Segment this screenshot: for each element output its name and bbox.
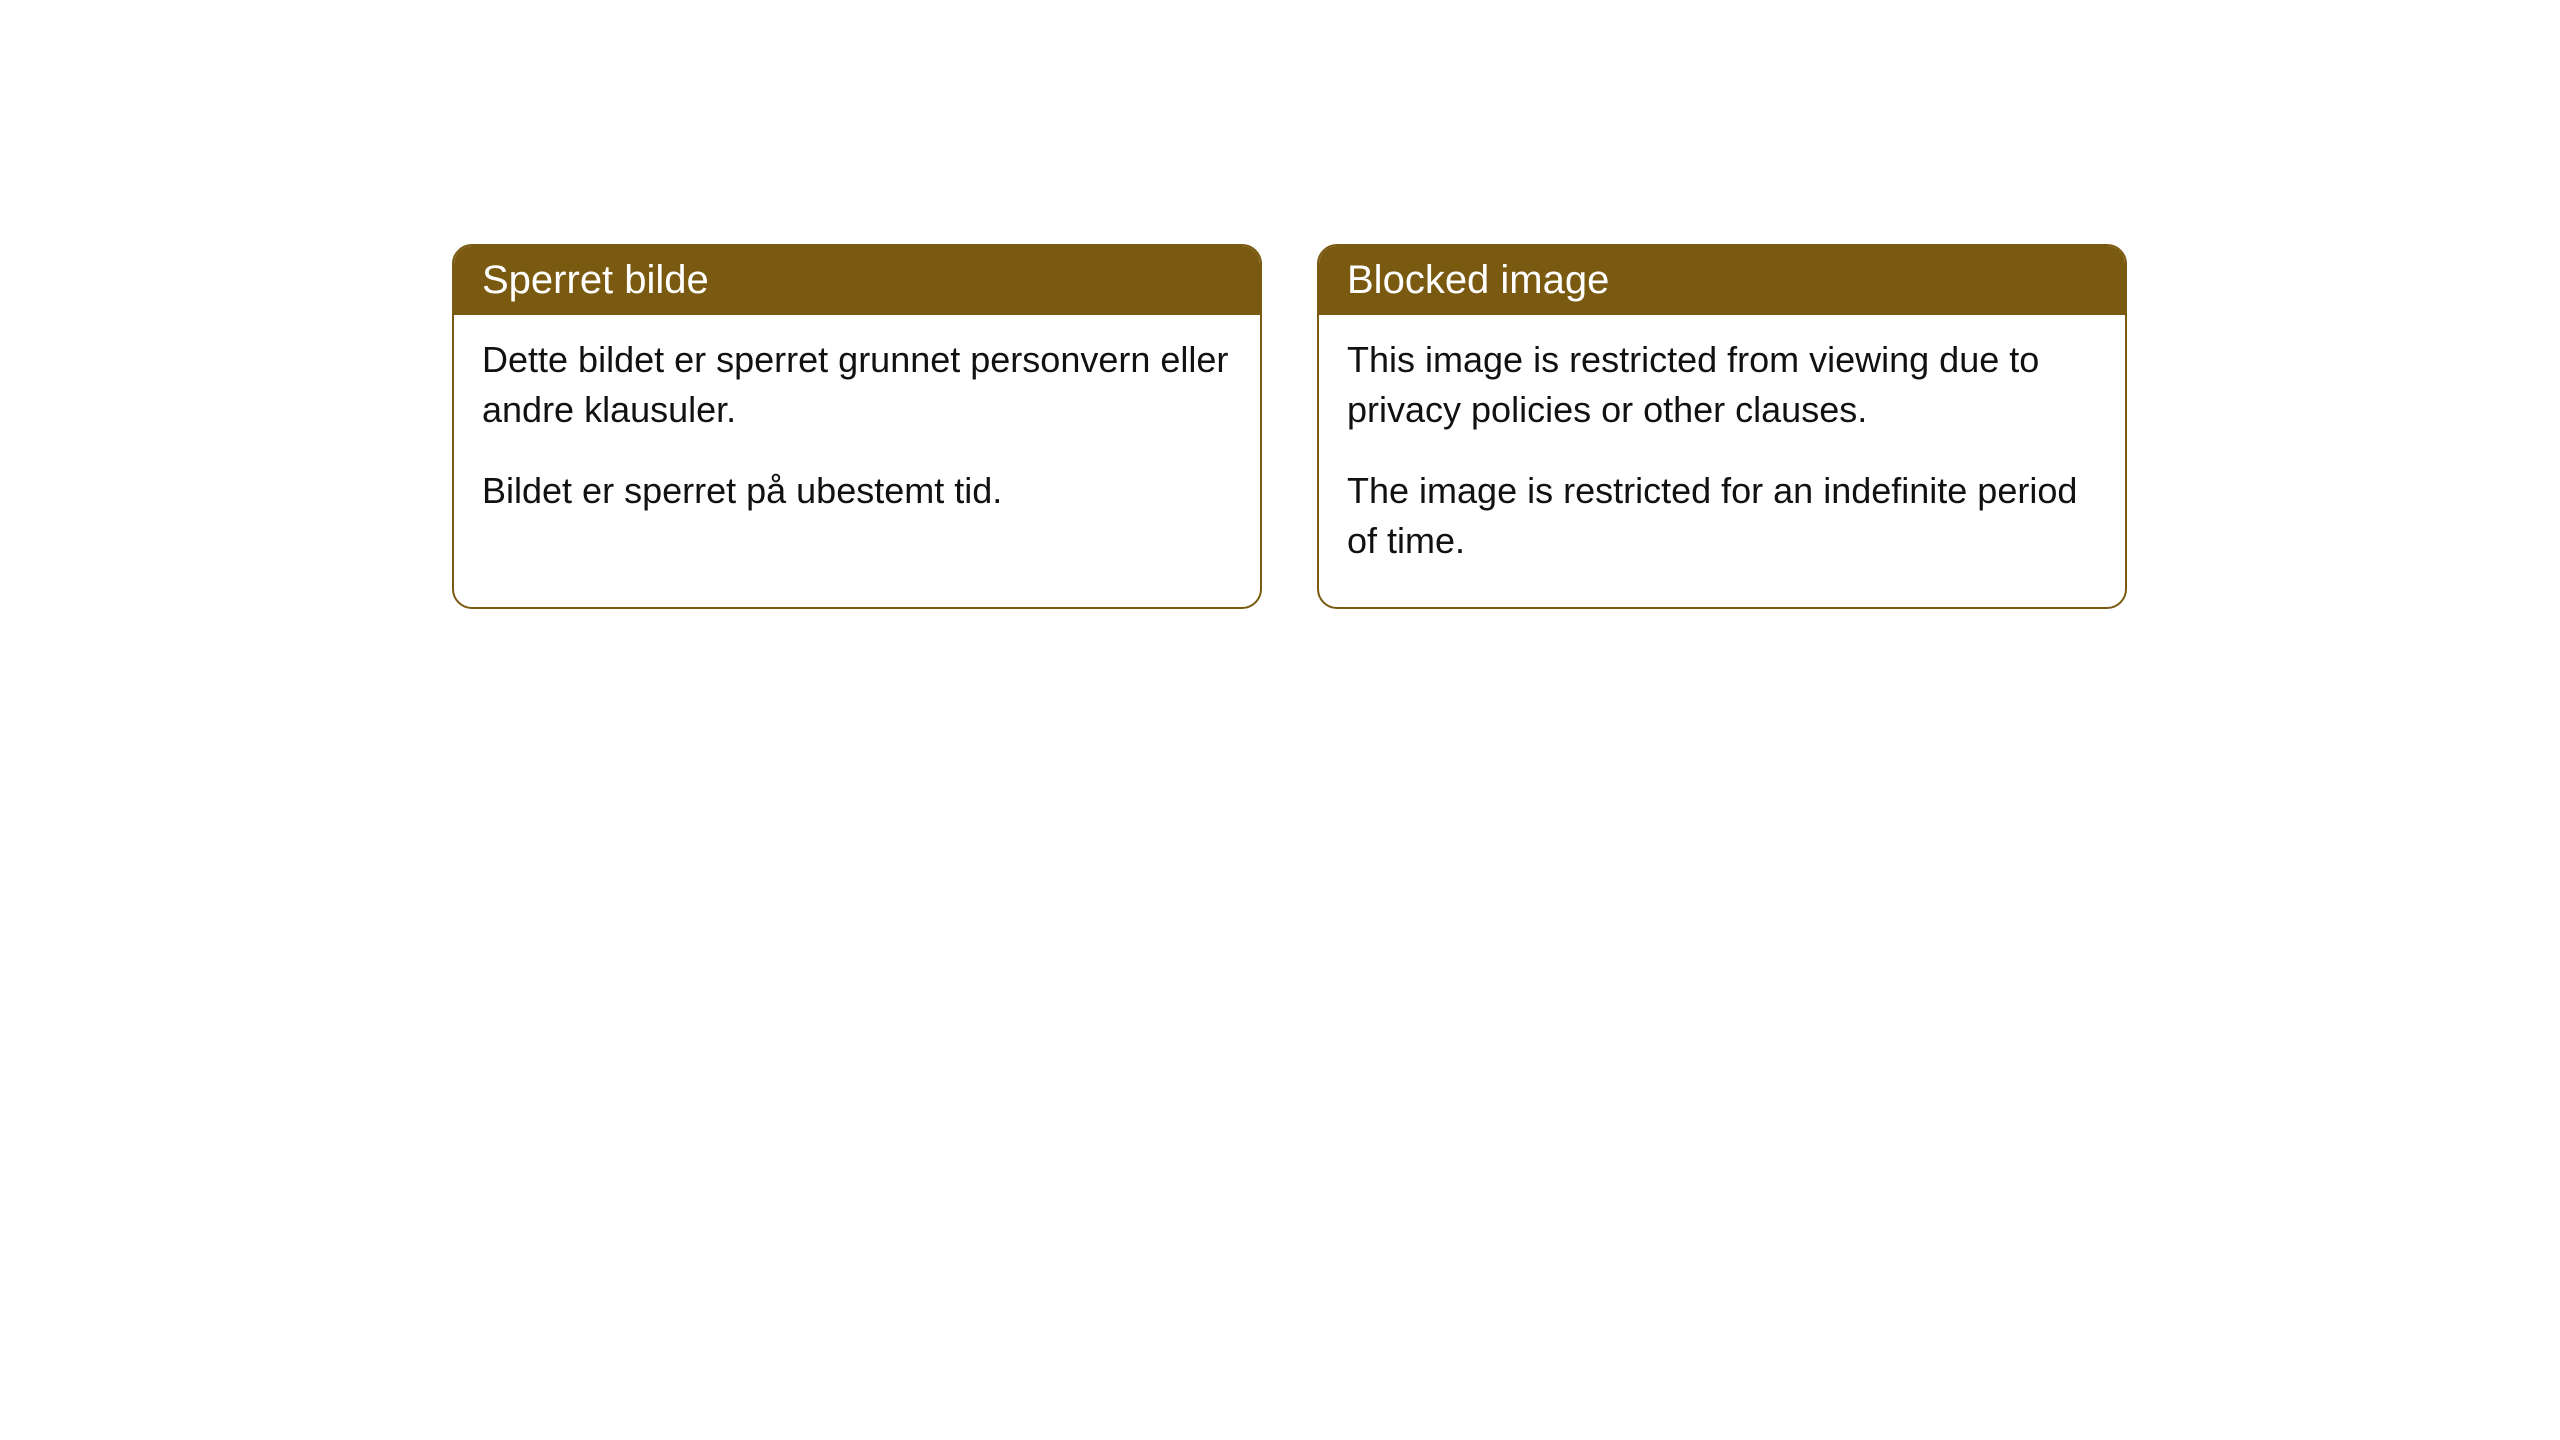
card-body: This image is restricted from viewing du… — [1319, 315, 2125, 607]
card-title: Blocked image — [1347, 258, 1609, 302]
notice-card-english: Blocked image This image is restricted f… — [1317, 244, 2127, 609]
card-title: Sperret bilde — [482, 258, 709, 302]
card-paragraph: This image is restricted from viewing du… — [1347, 335, 2097, 436]
card-paragraph: Dette bildet er sperret grunnet personve… — [482, 335, 1232, 436]
card-body: Dette bildet er sperret grunnet personve… — [454, 315, 1260, 556]
card-header: Sperret bilde — [454, 246, 1260, 315]
card-header: Blocked image — [1319, 246, 2125, 315]
card-paragraph: Bildet er sperret på ubestemt tid. — [482, 466, 1232, 516]
cards-container: Sperret bilde Dette bildet er sperret gr… — [452, 244, 2560, 609]
card-paragraph: The image is restricted for an indefinit… — [1347, 466, 2097, 567]
notice-card-norwegian: Sperret bilde Dette bildet er sperret gr… — [452, 244, 1262, 609]
